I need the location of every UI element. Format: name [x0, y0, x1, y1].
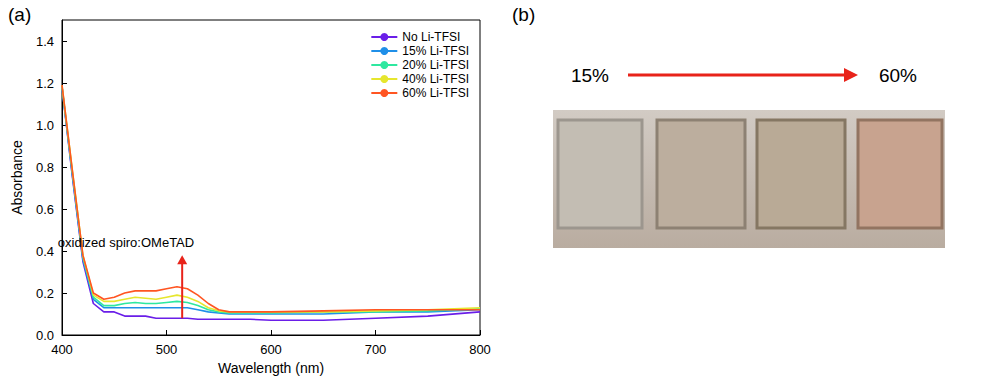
svg-text:1.0: 1.0 — [36, 118, 54, 133]
svg-text:0.2: 0.2 — [36, 286, 54, 301]
html-text:(a): (a) — [8, 4, 32, 25]
svg-text:15% Li-TFSI: 15% Li-TFSI — [402, 44, 469, 58]
svg-text:500: 500 — [156, 342, 178, 357]
svg-text:60% Li-TFSI: 60% Li-TFSI — [402, 86, 469, 100]
svg-text:0.8: 0.8 — [36, 160, 54, 175]
svg-text:40% Li-TFSI: 40% Li-TFSI — [402, 72, 469, 86]
svg-text:700: 700 — [365, 342, 387, 357]
svg-text:20% Li-TFSI: 20% Li-TFSI — [402, 58, 469, 72]
svg-text:No Li-TFSI: No Li-TFSI — [402, 30, 460, 44]
svg-text:400: 400 — [51, 342, 73, 357]
html-text:(b): (b) — [512, 4, 536, 25]
svg-text:oxidized spiro:OMeTAD: oxidized spiro:OMeTAD — [58, 235, 194, 250]
svg-text:15%: 15% — [571, 65, 609, 86]
svg-text:0.6: 0.6 — [36, 202, 54, 217]
svg-text:600: 600 — [260, 342, 282, 357]
svg-text:0.0: 0.0 — [36, 328, 54, 343]
svg-text:60%: 60% — [879, 65, 917, 86]
svg-text:800: 800 — [469, 342, 491, 357]
svg-text:Wavelength (nm): Wavelength (nm) — [218, 360, 324, 376]
svg-text:0.4: 0.4 — [36, 244, 54, 259]
svg-text:Absorbance: Absorbance — [9, 140, 25, 215]
svg-text:1.2: 1.2 — [36, 76, 54, 91]
svg-text:1.4: 1.4 — [36, 34, 54, 49]
